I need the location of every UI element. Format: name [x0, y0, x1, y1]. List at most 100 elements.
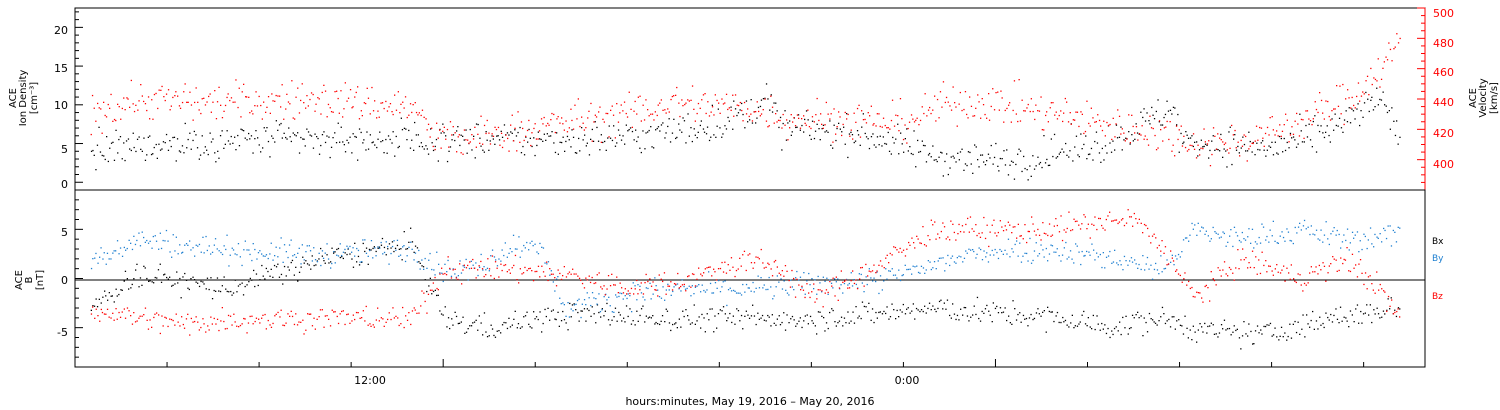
ion-density-point [307, 131, 310, 133]
bx-point [1272, 334, 1275, 336]
bz-point [667, 285, 669, 287]
ion-density-point [1291, 137, 1293, 139]
velocity-point [1271, 116, 1273, 118]
velocity-point [742, 120, 744, 122]
bx-point [1153, 321, 1155, 323]
bz-point [457, 278, 459, 281]
by-point [1033, 250, 1036, 252]
bx-point [562, 310, 564, 313]
ion-density-point [349, 136, 351, 138]
velocity-point [1197, 144, 1199, 146]
bx-point [1071, 314, 1073, 316]
ion-density-point [1233, 138, 1235, 140]
velocity-point [1104, 135, 1106, 137]
bx-point [861, 301, 864, 303]
velocity-point [179, 107, 182, 109]
ion-density-point [613, 125, 615, 127]
bz-point [700, 273, 702, 275]
bx-point [1325, 312, 1327, 314]
ion-density-point [870, 136, 873, 138]
bx-point [664, 321, 666, 323]
velocity-point [445, 138, 447, 140]
velocity-point [1298, 135, 1301, 137]
ion-density-point [861, 126, 863, 128]
bz-point [541, 265, 543, 267]
by-point [567, 302, 569, 304]
bz-point [139, 315, 141, 317]
by-point [480, 253, 482, 256]
ion-density-point [708, 139, 711, 142]
by-point [1271, 235, 1273, 237]
by-point [1269, 229, 1271, 231]
bx-point [1142, 335, 1144, 337]
velocity-point [1368, 94, 1370, 96]
ion-density-point [357, 159, 359, 161]
bx-point [1276, 336, 1278, 338]
bx-point [490, 324, 492, 326]
by-point [626, 297, 628, 300]
by-point [1164, 267, 1167, 270]
bx-point [351, 258, 353, 260]
ion-density-point [235, 149, 237, 151]
bz-point [1325, 280, 1327, 282]
velocity-point [252, 113, 254, 115]
bx-point [1235, 329, 1237, 332]
bz-point [742, 254, 744, 256]
bz-point [1258, 259, 1260, 261]
velocity-point [916, 117, 918, 119]
bx-point [1369, 304, 1371, 306]
velocity-point [385, 100, 387, 103]
bx-point [261, 264, 263, 267]
ion-density-point [664, 137, 666, 139]
velocity-point [158, 89, 160, 91]
bz-point [477, 269, 479, 271]
ion-density-point [1018, 148, 1020, 150]
velocity-point [714, 94, 716, 96]
velocity-point [910, 114, 913, 116]
by-point [531, 240, 533, 242]
by-point [1250, 242, 1252, 244]
ion-density-point [882, 136, 884, 138]
bx-point [590, 315, 592, 317]
by-point [1191, 222, 1193, 225]
by-point [694, 286, 697, 288]
velocity-point [1147, 144, 1150, 146]
ion-density-point [591, 128, 593, 131]
ion-density-point [479, 137, 481, 139]
ion-density-point [498, 139, 501, 141]
bx-point [837, 322, 839, 324]
by-point [423, 268, 425, 270]
bx-point [586, 308, 588, 310]
bx-point [1160, 316, 1162, 318]
bx-point [437, 294, 439, 296]
ion-density-point [1320, 125, 1322, 127]
by-point [885, 268, 887, 270]
ion-density-point [503, 124, 506, 126]
bz-point [898, 251, 900, 253]
by-point [542, 247, 545, 249]
velocity-point [1383, 61, 1385, 63]
velocity-point [360, 110, 362, 112]
bx-point [523, 316, 525, 318]
b-axis-ticks [75, 199, 83, 358]
bz-point [1207, 287, 1209, 289]
bz-point [519, 268, 521, 270]
bx-point [179, 277, 181, 280]
by-point [839, 288, 841, 290]
bz-point [896, 249, 898, 251]
velocity-point [1317, 111, 1319, 114]
bx-point [1174, 328, 1176, 330]
bz-point [1356, 276, 1359, 278]
velocity-point [906, 142, 908, 144]
bz-point [194, 320, 196, 323]
ion-density-point [1314, 115, 1316, 117]
bx-point [526, 311, 528, 313]
ion-density-point [274, 141, 276, 143]
velocity-point [301, 83, 303, 85]
bx-point [1109, 336, 1111, 339]
by-point [1268, 241, 1270, 243]
ion-density-point [1069, 150, 1071, 152]
bx-point [198, 285, 201, 288]
ion-density-point [596, 126, 598, 129]
ion-density-point [545, 139, 547, 141]
